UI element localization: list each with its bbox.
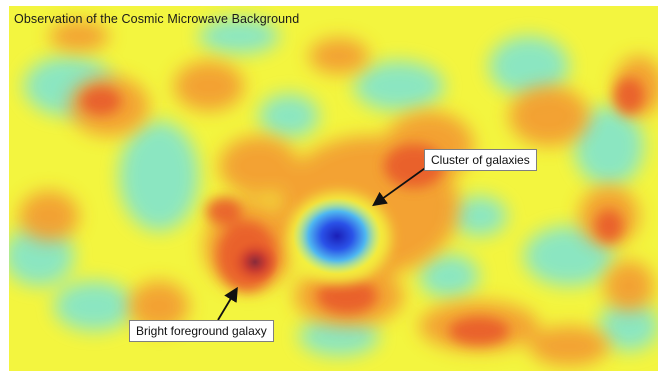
- cmb-map: Observation of the Cosmic Microwave Back…: [9, 6, 658, 371]
- map-title: Observation of the Cosmic Microwave Back…: [14, 12, 300, 26]
- foreground-galaxy-spot: [231, 240, 279, 284]
- cluster-of-galaxies-label: Cluster of galaxies: [424, 149, 537, 171]
- cmb-temperature-map: [9, 6, 658, 371]
- bright-foreground-galaxy-label: Bright foreground galaxy: [129, 320, 274, 342]
- cluster-cold-spot: [293, 198, 381, 274]
